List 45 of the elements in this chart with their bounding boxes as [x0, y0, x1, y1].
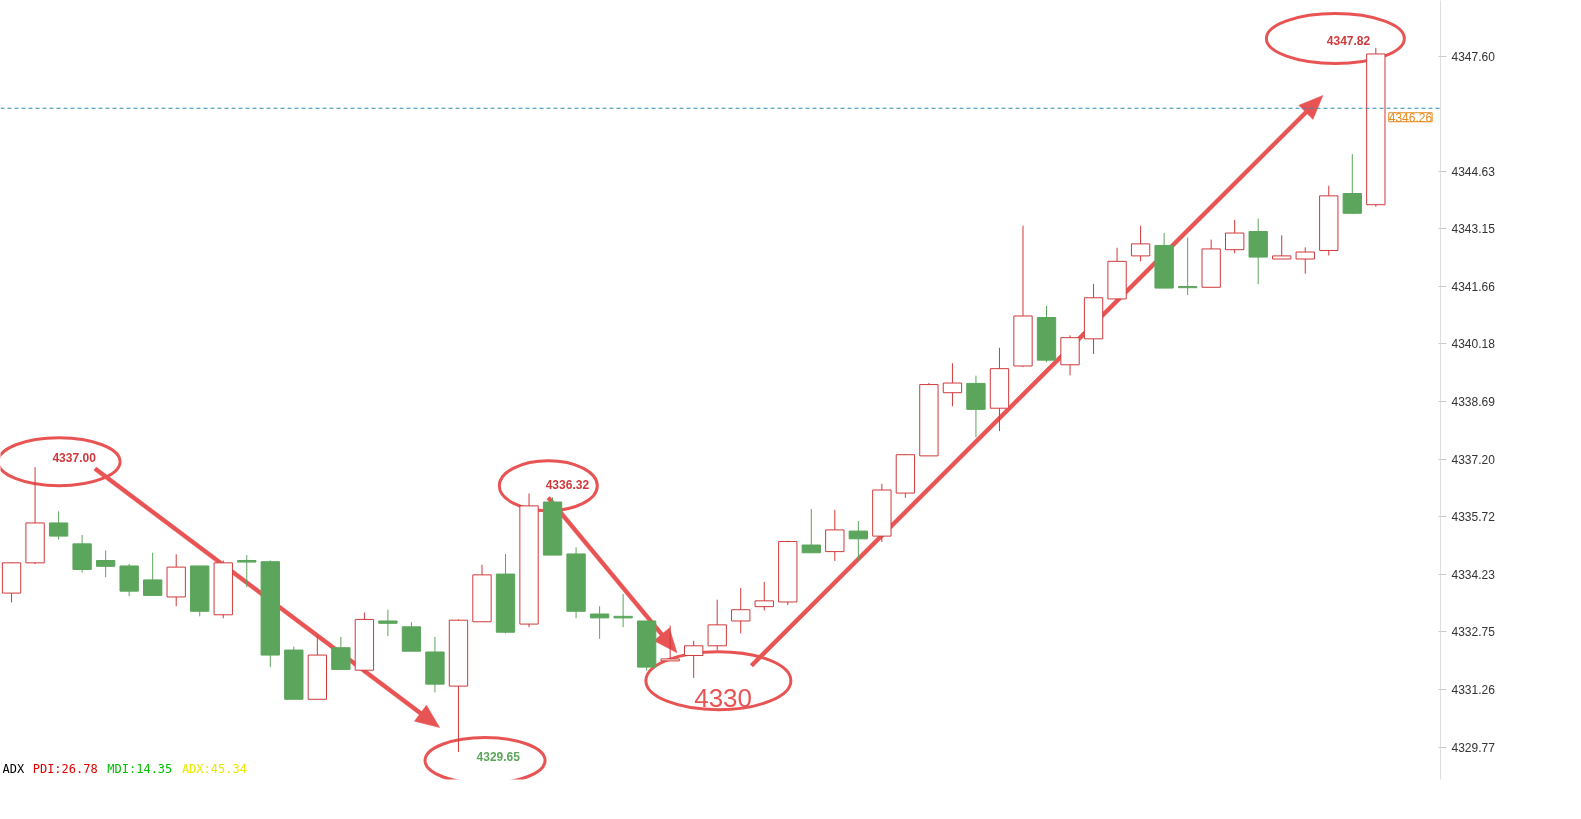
annotation: MDI:14.35 — [107, 761, 173, 776]
candlestick — [801, 508, 821, 554]
y-tick-label: 4340.18 — [1451, 337, 1496, 352]
candlestick — [613, 593, 633, 628]
annotation: ADX:45.34 — [181, 761, 247, 776]
candlestick — [1342, 153, 1362, 215]
annotation: ADX — [2, 761, 25, 776]
candlestick — [1225, 219, 1245, 254]
candlestick — [731, 587, 751, 634]
candlestick — [237, 554, 257, 588]
candlestick — [942, 362, 963, 407]
annotation: 4347.82 — [1326, 33, 1371, 48]
ref-line-label: 4346.26 — [1388, 110, 1433, 125]
candlestick — [589, 605, 610, 640]
annotation: 4337.00 — [52, 450, 97, 465]
y-tick-label: 4334.23 — [1451, 567, 1496, 582]
y-tick-label: 4332.75 — [1451, 625, 1496, 640]
candlestick — [825, 509, 845, 562]
candlestick — [1130, 225, 1151, 262]
annotation: 4330 — [694, 682, 753, 713]
y-tick-label: 4331.26 — [1451, 683, 1496, 698]
candlestick — [1177, 236, 1198, 296]
candlestick — [684, 640, 704, 679]
y-tick-label: 4338.69 — [1451, 395, 1496, 410]
candlestick — [848, 520, 869, 562]
candlestick — [1295, 246, 1315, 275]
annotation: PDI:26.78 — [32, 761, 98, 776]
y-tick-label: 4341.66 — [1451, 280, 1496, 295]
y-tick-label: 4337.20 — [1451, 452, 1496, 467]
candlestick — [331, 636, 351, 670]
candlestick — [660, 625, 680, 662]
y-tick-label: 4343.15 — [1451, 222, 1496, 237]
candlestick — [48, 510, 69, 541]
annotation: 4329.65 — [476, 750, 521, 765]
annotation: 4336.32 — [545, 478, 590, 493]
y-tick-label: 4347.60 — [1451, 49, 1496, 64]
candlestick — [95, 549, 116, 578]
y-tick-label: 4344.63 — [1451, 164, 1496, 179]
candlestick — [378, 609, 398, 637]
y-tick-label: 4329.77 — [1451, 740, 1496, 755]
candlestick — [143, 552, 163, 596]
candlestick — [1272, 234, 1292, 260]
candlestick — [707, 599, 727, 651]
candlestick — [754, 581, 774, 612]
y-tick-label: 4335.72 — [1451, 510, 1496, 525]
